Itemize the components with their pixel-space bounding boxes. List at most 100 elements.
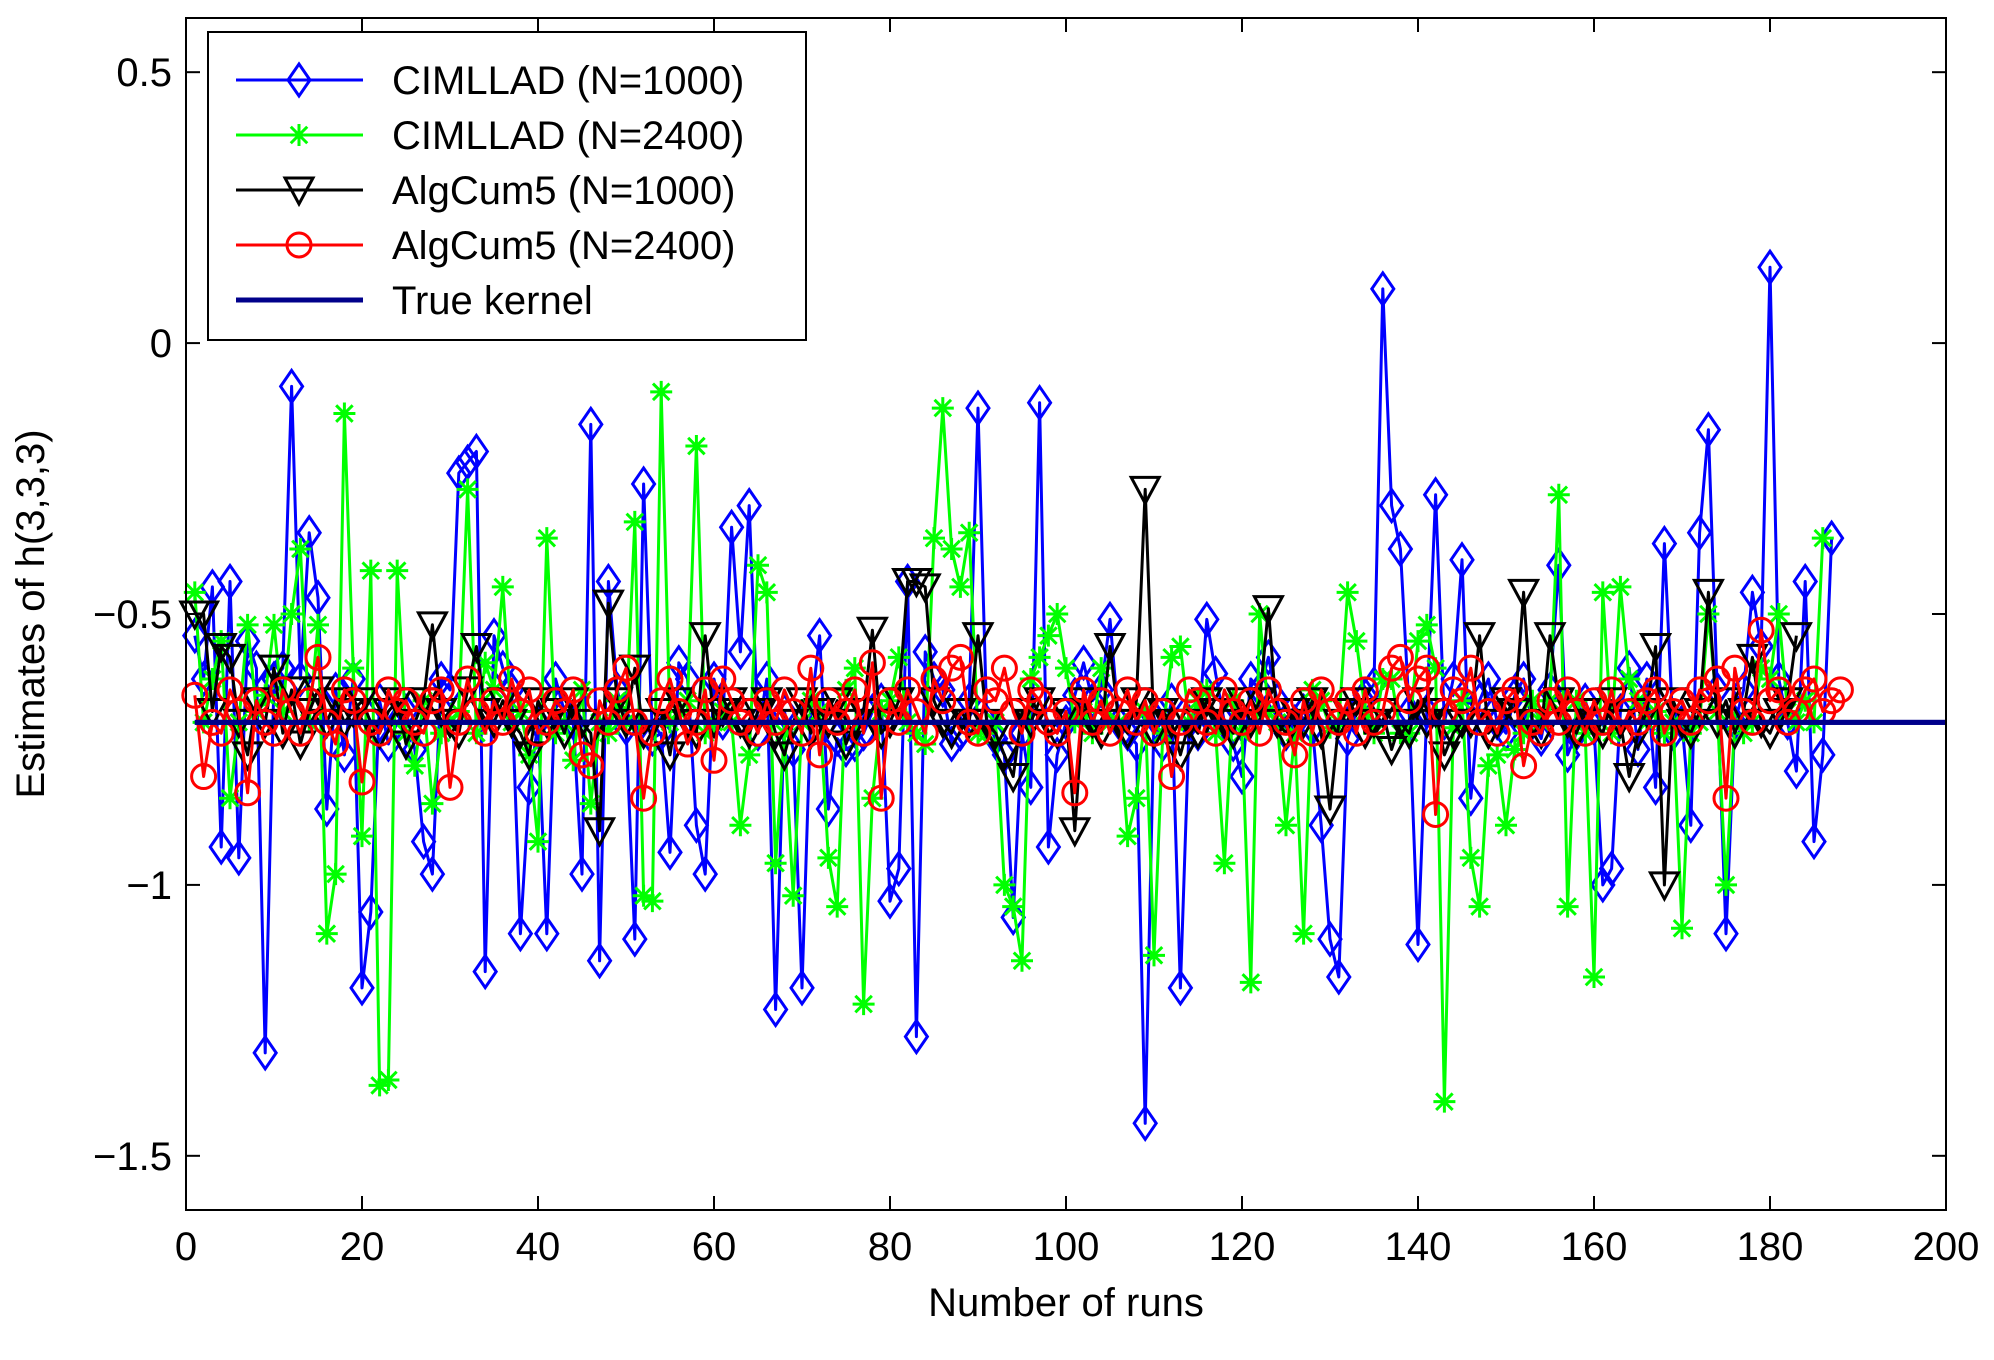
- data-point: [1826, 676, 1854, 704]
- data-point: [562, 749, 585, 772]
- data-point: [219, 787, 241, 810]
- data-point: [1407, 630, 1429, 653]
- data-point: [815, 790, 842, 828]
- data-point: [905, 722, 928, 745]
- data-point: [181, 681, 209, 709]
- data-point: [764, 852, 787, 875]
- data-point: [456, 478, 479, 501]
- legend-item: AlgCum5 (N=2400): [236, 224, 736, 268]
- data-point: [1345, 630, 1368, 653]
- data-point: [1116, 825, 1139, 848]
- data-point: [1510, 752, 1538, 780]
- data-point: [1750, 657, 1773, 680]
- data-point: [1779, 622, 1813, 653]
- data-point: [269, 649, 296, 687]
- x-tick-label: 20: [340, 1225, 385, 1269]
- data-point: [797, 654, 825, 682]
- data-point: [1547, 483, 1570, 506]
- data-point: [903, 1017, 930, 1056]
- data-point: [940, 537, 963, 560]
- data-point: [1598, 850, 1625, 888]
- data-point: [1759, 668, 1781, 691]
- data-point: [1158, 763, 1186, 791]
- data-point: [465, 722, 488, 745]
- data-point: [1422, 800, 1450, 828]
- y-axis-title: Estimates of h(3,3,3): [9, 429, 53, 798]
- data-point: [595, 562, 622, 601]
- data-point: [1387, 530, 1414, 568]
- legend-swatch-marker: [285, 231, 313, 259]
- data-point: [1747, 616, 1775, 644]
- data-point: [1721, 654, 1749, 682]
- data-point: [1792, 562, 1819, 601]
- plot-area: [178, 248, 1946, 1142]
- data-point: [1801, 822, 1827, 861]
- legend-swatch-marker: [288, 124, 310, 146]
- data-point: [1028, 646, 1051, 669]
- x-tick-label: 0: [175, 1225, 197, 1269]
- data-point: [368, 1074, 391, 1097]
- data-point: [322, 730, 350, 758]
- data-point: [474, 651, 497, 674]
- data-point: [1413, 654, 1441, 682]
- data-point: [993, 873, 1016, 896]
- data-point: [234, 622, 261, 660]
- data-point: [1533, 622, 1567, 653]
- data-point: [917, 687, 951, 718]
- data-point: [210, 630, 233, 653]
- data-point: [1248, 603, 1271, 625]
- data-point: [632, 884, 655, 907]
- data-point: [885, 850, 912, 888]
- data-point: [527, 830, 549, 853]
- data-point: [1143, 944, 1165, 967]
- data-point: [683, 806, 710, 844]
- data-point: [843, 657, 866, 680]
- data-point: [342, 657, 365, 680]
- data-point: [1598, 676, 1626, 704]
- data-point: [410, 822, 437, 861]
- data-point: [1292, 922, 1315, 945]
- y-tick-label: −1.5: [93, 1135, 172, 1179]
- data-point: [278, 367, 305, 406]
- data-point: [579, 792, 602, 815]
- data-point: [1058, 817, 1092, 848]
- data-point: [1545, 546, 1572, 584]
- data-point: [263, 613, 285, 636]
- data-point: [1811, 527, 1834, 550]
- data-point: [252, 1034, 279, 1072]
- data-point: [386, 559, 409, 582]
- x-tick-label: 100: [1033, 1225, 1100, 1269]
- data-point: [817, 846, 840, 869]
- data-point: [542, 660, 569, 698]
- data-point: [653, 741, 687, 773]
- data-point: [1433, 1090, 1456, 1113]
- data-point: [577, 405, 604, 444]
- series-line: [194, 487, 1798, 887]
- data-point: [841, 676, 869, 704]
- data-point: [938, 725, 965, 763]
- data-point: [729, 814, 752, 837]
- data-point: [403, 754, 426, 777]
- data-point: [231, 741, 265, 773]
- data-point: [421, 792, 444, 815]
- data-point: [908, 573, 942, 605]
- data-point: [454, 443, 481, 481]
- data-point: [1046, 603, 1069, 625]
- data-point: [650, 380, 673, 403]
- data-point: [454, 665, 482, 693]
- data-point: [213, 643, 247, 675]
- data-point: [577, 752, 605, 780]
- data-point: [1591, 581, 1614, 604]
- axis-ticks: 0 20 40 60 80 100 120 140 160 180 200 0.5 0 −0.5 −1 −1.…: [93, 18, 1979, 1269]
- data-point: [656, 665, 684, 693]
- data-point: [912, 633, 939, 671]
- data-point: [692, 855, 719, 893]
- data-point: [858, 649, 886, 677]
- data-point: [1642, 676, 1670, 704]
- data-point: [472, 952, 499, 991]
- data-point: [1061, 779, 1089, 807]
- data-point: [1325, 958, 1352, 996]
- data-point: [701, 660, 727, 698]
- data-point: [1275, 814, 1297, 837]
